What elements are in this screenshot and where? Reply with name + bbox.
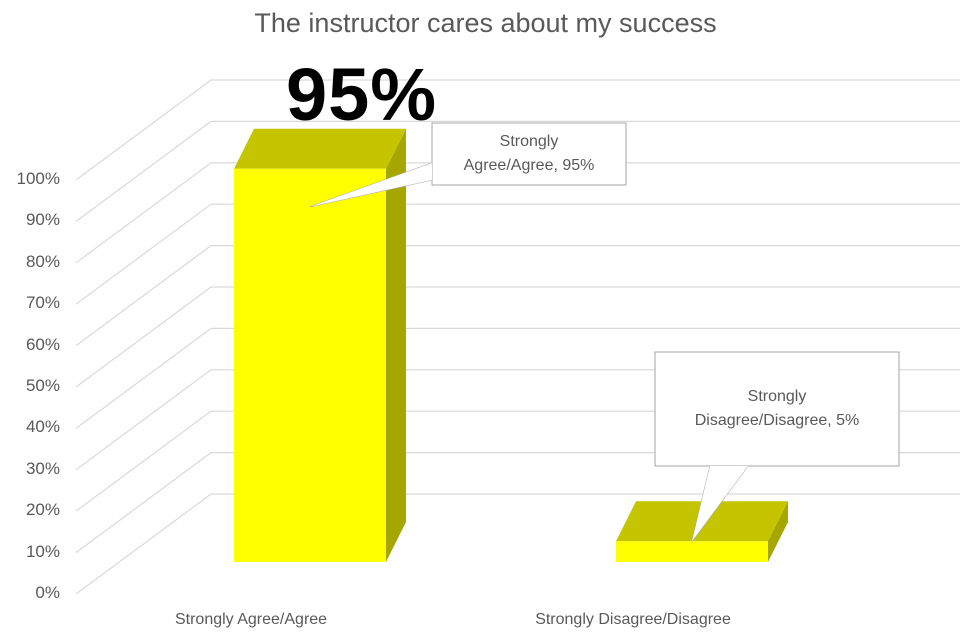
annotation: 95%: [286, 53, 438, 136]
bar: [234, 168, 386, 562]
y-tick-label: 20%: [25, 500, 60, 520]
x-tick-label: Strongly Disagree/Disagree: [535, 611, 731, 628]
callout-pointer-fill: [692, 466, 748, 542]
y-tick-label: 40%: [25, 417, 60, 437]
bar-side: [768, 501, 788, 562]
y-tick-label: 50%: [25, 376, 60, 395]
callout-pointer-fill: [310, 163, 432, 207]
y-tick-label: 30%: [25, 458, 60, 478]
y-tick-label: 60%: [25, 334, 60, 354]
grid-line: [75, 203, 960, 305]
callout-box: [431, 122, 627, 186]
bar-top: [234, 128, 406, 169]
y-tick-label: 80%: [25, 251, 60, 271]
y-tick-label: 0%: [35, 583, 60, 602]
grid-line: [75, 245, 960, 347]
grid-line: [75, 120, 960, 222]
y-tick-label: 90%: [25, 210, 60, 230]
grid-line: [75, 452, 960, 554]
y-tick-label: 70%: [25, 293, 60, 313]
grid-line: [75, 493, 960, 595]
callout-box: [654, 351, 900, 467]
grid-line: [75, 286, 960, 388]
bar: [616, 541, 768, 562]
y-tick-label: 100%: [16, 169, 60, 188]
bar-side: [386, 128, 406, 562]
y-tick-label: 10%: [25, 541, 60, 561]
grid-line: [75, 327, 960, 429]
grid-line: [75, 162, 960, 264]
data-label: Strongly Disagree/Disagree, 5%: [694, 388, 860, 429]
grid-line: [75, 79, 960, 181]
chart-title: The instructor cares about my success: [254, 8, 717, 38]
data-label: Strongly Agree/Agree, 95%: [463, 133, 595, 174]
x-tick-label: Strongly Agree/Agree: [174, 611, 328, 628]
